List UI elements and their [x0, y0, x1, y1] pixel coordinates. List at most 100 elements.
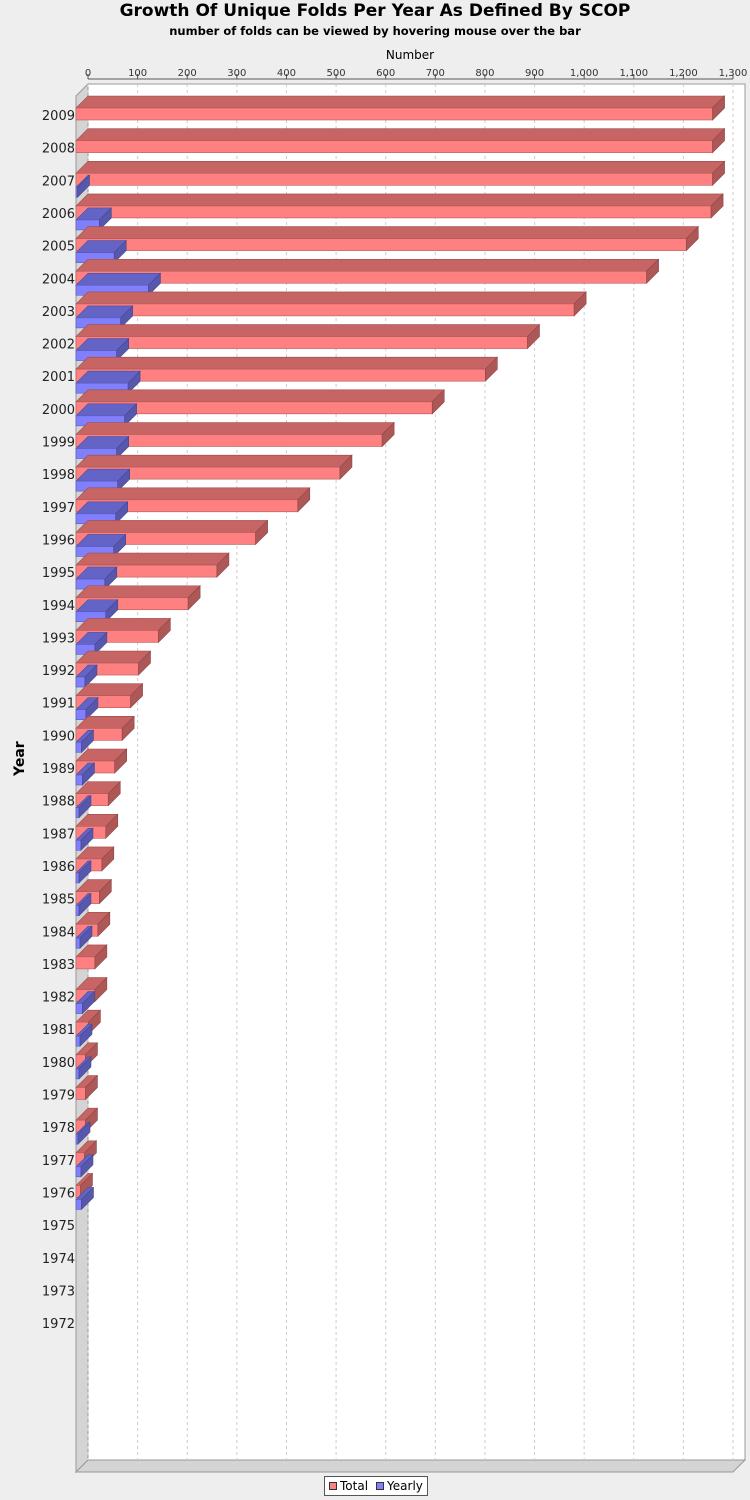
- bar-end-yearly: [78, 1056, 92, 1080]
- y-tick-label: 1989: [42, 762, 75, 777]
- x-tick-label: 1,000: [570, 68, 599, 79]
- bar-end-yearly: [77, 174, 90, 199]
- plot-area: [87, 83, 746, 1461]
- bar-end-yearly: [77, 1121, 91, 1145]
- bar-end-yearly: [78, 860, 92, 884]
- bar-end-total: [107, 780, 121, 807]
- bar-end-yearly: [85, 696, 99, 721]
- bar-end-total: [710, 193, 724, 219]
- x-tick-label: 400: [277, 68, 296, 79]
- y-tick-label: 1999: [42, 436, 75, 451]
- y-tick-label: 1983: [42, 958, 75, 973]
- bar-end-yearly: [79, 925, 93, 949]
- bar-top-total: [75, 291, 587, 305]
- bar-total: [75, 303, 575, 317]
- bar-yearly: [75, 872, 80, 884]
- x-tick-label: 200: [178, 68, 197, 79]
- bar-end-total: [297, 487, 311, 513]
- bar-top-total: [75, 552, 230, 566]
- bar-end-total: [105, 813, 119, 840]
- legend-swatch-total: [329, 1482, 337, 1490]
- bar-end-total: [99, 878, 112, 905]
- y-tick-label: 1998: [42, 468, 75, 483]
- bar-total: [75, 238, 687, 251]
- bar-end-total: [712, 127, 725, 154]
- legend-item-total[interactable]: Total: [329, 1479, 368, 1493]
- bar-total: [75, 173, 713, 186]
- bar-top-total: [75, 356, 499, 370]
- bar-end-total: [685, 225, 699, 252]
- bar-end-total: [381, 421, 395, 448]
- bar-end-yearly: [81, 1186, 94, 1211]
- bar-end-total: [712, 95, 725, 121]
- y-tick-label: 1974: [42, 1252, 75, 1267]
- bar-yearly: [75, 807, 80, 818]
- x-tick-label: 0: [85, 68, 91, 79]
- bar-end-total: [130, 682, 143, 709]
- bar-end-yearly: [80, 1154, 94, 1178]
- x-tick-label: 900: [525, 68, 544, 79]
- bar-end-total: [339, 454, 353, 480]
- y-tick-label: 1976: [42, 1186, 75, 1201]
- bar-end-total: [94, 976, 108, 1003]
- y-tick-label: 1997: [42, 501, 75, 516]
- x-tick-label: 800: [475, 68, 494, 79]
- bar-end-total: [255, 519, 268, 546]
- y-tick-label: 1990: [42, 729, 75, 744]
- bar-end-total: [485, 356, 498, 382]
- bar-end-yearly: [78, 794, 92, 819]
- bar-end-total: [216, 552, 230, 578]
- bar-total: [75, 140, 713, 153]
- bar-end-total: [85, 1074, 98, 1101]
- y-tick-label: 1988: [42, 795, 75, 810]
- bar-end-total: [187, 585, 201, 611]
- y-tick-label: 1981: [42, 1023, 75, 1038]
- bar-top-yearly: [75, 272, 162, 286]
- bar-top-total: [75, 454, 353, 468]
- y-tick-label: 1992: [42, 664, 75, 679]
- bar-total: [75, 1087, 86, 1100]
- bar-end-yearly: [78, 892, 92, 917]
- bar-total: [75, 956, 96, 970]
- bar-total: [75, 107, 713, 121]
- bar-end-total: [646, 258, 659, 284]
- plot-floor: [74, 1459, 747, 1473]
- bar-end-total: [712, 160, 725, 187]
- y-tick-label: 2008: [42, 142, 75, 157]
- y-tick-label: 1986: [42, 860, 75, 875]
- y-tick-label: 1979: [42, 1089, 75, 1104]
- bar-top-total: [75, 161, 726, 174]
- y-tick-label: 1987: [42, 827, 75, 842]
- bar-top-total: [75, 95, 726, 109]
- bar-yearly: [75, 839, 82, 851]
- x-tick-label: 600: [376, 68, 395, 79]
- chart-subtitle: number of folds can be viewed by hoverin…: [169, 24, 581, 38]
- bar-yearly: [75, 1199, 82, 1210]
- y-tick-label: 1980: [42, 1056, 75, 1071]
- legend-label-yearly: Yearly: [387, 1479, 423, 1493]
- y-tick-label: 2003: [42, 305, 75, 320]
- x-tick-label: 100: [128, 68, 147, 79]
- bar-end-yearly: [84, 664, 98, 688]
- x-tick-label: 1,300: [719, 68, 748, 79]
- bar-end-total: [527, 323, 540, 350]
- bar-total: [75, 270, 647, 284]
- bar-end-yearly: [82, 762, 95, 786]
- bar-end-yearly: [80, 827, 94, 852]
- bar-top-total: [75, 389, 445, 403]
- y-tick-label: 1991: [42, 697, 75, 712]
- y-tick-label: 2000: [42, 403, 75, 418]
- legend-item-yearly[interactable]: Yearly: [376, 1479, 423, 1493]
- bar-yearly: [75, 1003, 83, 1014]
- y-tick-label: 2009: [42, 109, 75, 124]
- y-tick-label: 1972: [42, 1317, 75, 1332]
- y-tick-label: 1994: [42, 599, 75, 614]
- bar-end-yearly: [79, 1023, 93, 1047]
- bar-end-total: [573, 291, 587, 317]
- bar-top-total: [75, 128, 726, 141]
- x-tick-label: 1,100: [619, 68, 648, 79]
- bar-end-total: [138, 650, 151, 676]
- bar-top-total: [75, 258, 660, 272]
- y-tick-label: 2005: [42, 240, 75, 255]
- y-tick-label: 1995: [42, 566, 75, 581]
